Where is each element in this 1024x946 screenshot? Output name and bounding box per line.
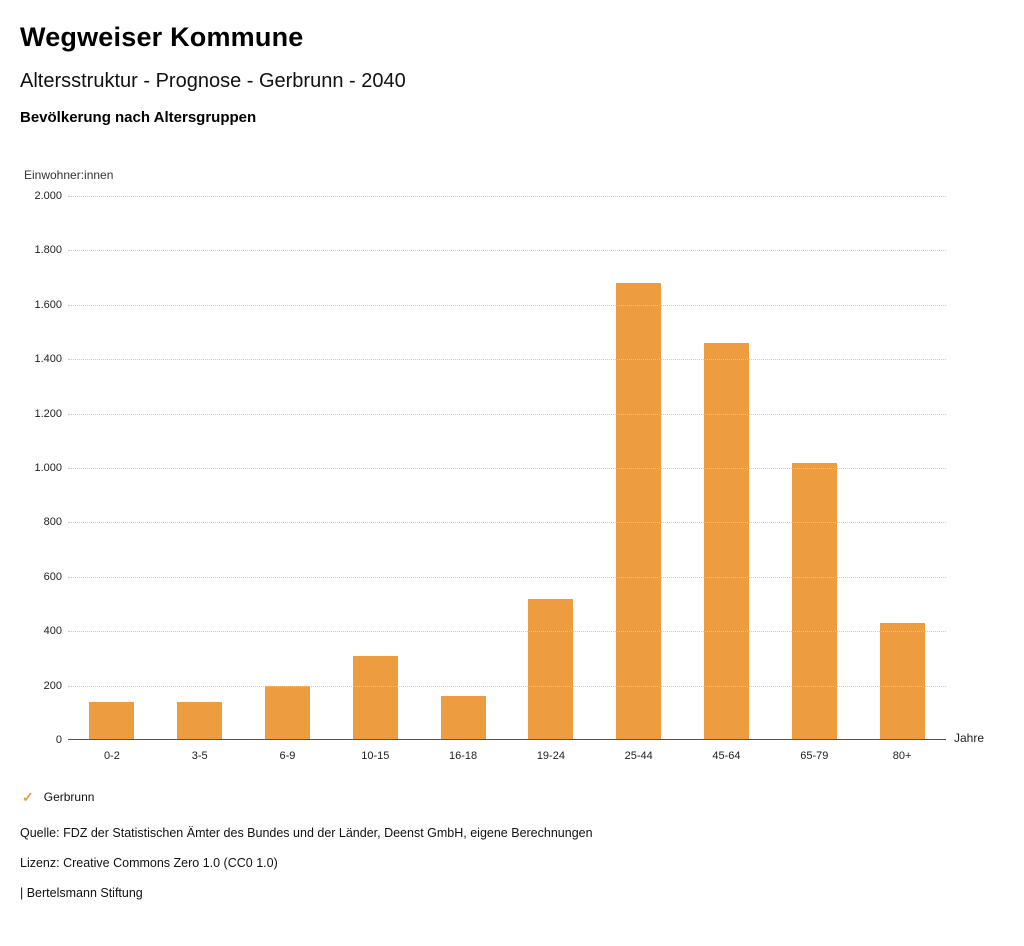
check-icon: ✓ (22, 789, 34, 805)
x-tick-label: 25-44 (624, 750, 653, 762)
bar-slot (419, 196, 507, 740)
bar-chart: 0 200 400 600 800 1.000 1.200 1.400 1.600 1.800 2.… (20, 190, 1004, 762)
x-tick-label: 0-2 (103, 750, 120, 762)
plot-row: 0 200 400 600 800 1.000 1.200 1.400 1.600 1.800 2.… (20, 190, 1004, 746)
bar-10-15[interactable] (352, 655, 398, 740)
bar-3-5[interactable] (177, 701, 223, 740)
y-tick-label: 1.800 (34, 244, 62, 257)
bar-16-18[interactable] (440, 696, 486, 740)
footer: Quelle: FDZ der Statistischen Ämter des … (20, 826, 1004, 900)
bar-45-64[interactable] (703, 342, 749, 740)
y-tick-label: 1.400 (34, 353, 62, 366)
x-tick-label: 80+ (892, 750, 912, 762)
x-axis: 0-2 3-5 6-9 10-15 16-18 19-24 25-44 45-64 65-79 8… (68, 740, 946, 762)
gridline (68, 685, 946, 687)
bar-6-9[interactable] (264, 685, 310, 740)
y-axis: 0 200 400 600 800 1.000 1.200 1.400 1.600 1.800 2.… (20, 190, 68, 746)
y-tick-label: 0 (55, 734, 62, 746)
bar-slot (156, 196, 244, 740)
y-tick-label: 1.000 (34, 462, 62, 474)
bar-slot (331, 196, 419, 740)
gridline (68, 250, 946, 252)
y-tick-label: 1.200 (34, 407, 62, 420)
x-tick-label: 65-79 (800, 750, 829, 762)
legend-label: Gerbrunn (43, 790, 95, 804)
y-tick-label: 200 (43, 679, 62, 692)
chart-heading: Bevölkerung nach Altersgruppen (20, 109, 257, 126)
bar-slot (507, 196, 595, 740)
source-text: Quelle: FDZ der Statistischen Ämter des … (20, 826, 593, 840)
gridline (68, 631, 946, 633)
x-axis-line (68, 739, 946, 740)
x-axis-title-column: Jahre (946, 196, 1004, 745)
page-subtitle: Altersstruktur - Prognose - Gerbrunn - 2… (20, 70, 406, 92)
plot-area (68, 196, 946, 740)
bar-19-24[interactable] (528, 598, 574, 740)
license-text: Lizenz: Creative Commons Zero 1.0 (CC0 1… (20, 856, 278, 870)
x-axis-title: Jahre (954, 731, 985, 745)
attribution-text: | Bertelsmann Stiftung (20, 886, 143, 900)
legend-item-gerbrunn[interactable]: ✓ Gerbrunn (22, 790, 1004, 804)
y-tick-label: 800 (43, 516, 62, 529)
bar-slot (770, 196, 858, 740)
x-tick-label: 3-5 (191, 750, 208, 762)
x-tick-label: 6-9 (279, 750, 296, 762)
gridline (68, 413, 946, 415)
gridline (68, 522, 946, 524)
bar-25-44[interactable] (616, 283, 662, 740)
bar-slot (858, 196, 946, 740)
gridline (68, 196, 946, 197)
page: Wegweiser Kommune Altersstruktur - Progn… (20, 22, 1004, 900)
bar-80+[interactable] (879, 623, 925, 740)
x-tick-label: 19-24 (536, 750, 565, 762)
x-tick-label: 16-18 (449, 750, 478, 762)
gridline (68, 359, 946, 361)
x-tick-label: 10-15 (361, 750, 390, 762)
y-tick-label: 400 (43, 625, 62, 638)
x-tick-label: 45-64 (712, 750, 741, 762)
bar-65-79[interactable] (791, 462, 837, 740)
page-title: Wegweiser Kommune (20, 22, 304, 52)
gridline (68, 304, 946, 306)
y-tick-label: 600 (43, 570, 62, 583)
gridline (68, 576, 946, 578)
y-tick-label: 1.600 (34, 298, 62, 311)
y-tick-label: 2.000 (34, 190, 62, 202)
bar-slot (683, 196, 771, 740)
bar-0-2[interactable] (89, 701, 135, 740)
y-axis-title: Einwohner:innen (24, 168, 114, 182)
bar-slot (68, 196, 156, 740)
bar-slot (244, 196, 332, 740)
gridline (68, 468, 946, 469)
